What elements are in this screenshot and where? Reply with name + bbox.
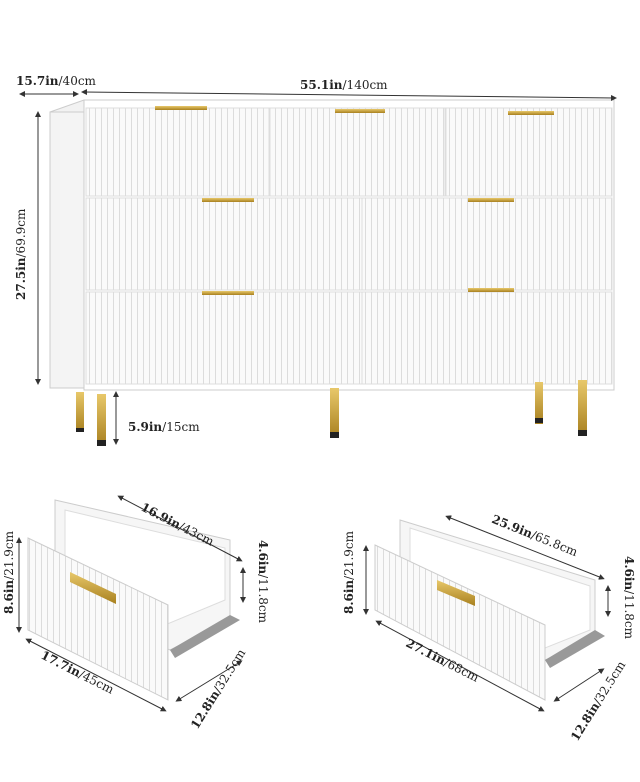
leg-height-label: 5.9in/15cm <box>128 420 200 434</box>
large-inner-height-label: 4.6in/11.8cm <box>622 556 636 640</box>
depth-label: 15.7in/40cm <box>16 74 96 88</box>
height-label: 27.5in/69.9cm <box>14 208 28 300</box>
dresser <box>49 99 615 446</box>
small-inner-height-label: 4.6in/11.8cm <box>256 540 270 624</box>
width-line <box>81 89 617 101</box>
large-front-height-label: 8.6in/21.9cm <box>342 530 356 614</box>
small-front-height-label: 8.6in/21.9cm <box>2 530 16 614</box>
width-label: 55.1in/140cm <box>300 78 388 92</box>
